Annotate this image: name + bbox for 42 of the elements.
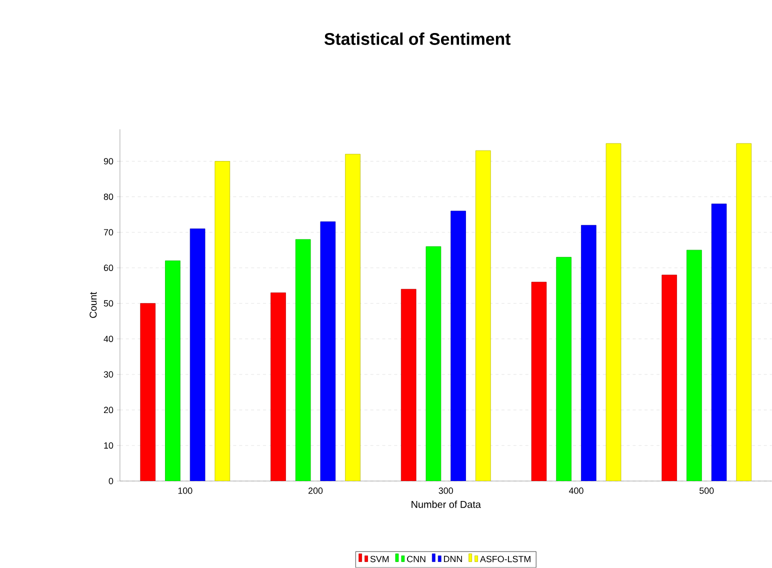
bar xyxy=(140,303,156,482)
bar xyxy=(165,260,180,482)
x-tick-label: 300 xyxy=(438,488,453,494)
x-tick-label: 100 xyxy=(178,488,192,494)
y-tick-label: 40 xyxy=(104,336,114,342)
bar xyxy=(686,250,702,482)
x-tick-label: 500 xyxy=(700,488,714,494)
legend-label: ASFO-LSTM xyxy=(480,556,530,562)
y-tick-label: 80 xyxy=(104,194,114,200)
bar xyxy=(581,225,596,482)
bar xyxy=(475,150,491,482)
bar xyxy=(426,246,442,482)
bar xyxy=(450,210,466,482)
y-tick-label: 70 xyxy=(104,229,114,236)
y-axis-title: Count xyxy=(90,292,97,318)
y-tick-label: 10 xyxy=(104,442,114,449)
bar xyxy=(190,228,206,482)
bar xyxy=(270,292,286,482)
bar xyxy=(214,161,230,482)
x-axis-title: Number of Data xyxy=(412,500,481,508)
chart-title: Statistical of Sentiment xyxy=(324,32,511,46)
bar xyxy=(711,204,727,482)
bar xyxy=(606,143,622,482)
y-tick-label: 60 xyxy=(104,264,114,272)
y-tick-label: 20 xyxy=(104,406,114,414)
y-tick-label: 50 xyxy=(104,300,114,307)
bar xyxy=(736,143,752,482)
x-tick-label: 200 xyxy=(308,488,323,494)
bar xyxy=(556,257,572,482)
bar xyxy=(531,282,547,482)
bar xyxy=(320,222,336,482)
y-tick-label: 90 xyxy=(104,158,114,165)
bar xyxy=(345,154,360,482)
y-tick-label: 30 xyxy=(104,371,114,378)
legend-label: CNN xyxy=(407,556,426,562)
legend-label: SVM xyxy=(370,556,389,562)
bar xyxy=(662,274,678,482)
x-tick-label: 400 xyxy=(568,488,584,494)
bar xyxy=(295,239,311,482)
bar xyxy=(400,289,416,482)
y-tick-label: 0 xyxy=(108,478,114,484)
legend-label: DNN xyxy=(444,556,462,562)
